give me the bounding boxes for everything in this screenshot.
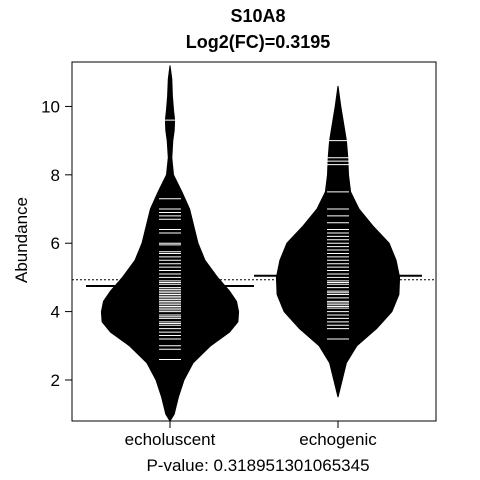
x-tick-label-echoluscent: echoluscent <box>125 430 216 449</box>
y-tick-label-2: 2 <box>51 371 60 390</box>
x-tick-label-echogenic: echogenic <box>299 430 377 449</box>
y-axis-label: Abundance <box>12 197 31 283</box>
plot-layer <box>72 65 436 422</box>
chart-title: S10A8 <box>230 6 285 26</box>
y-tick-label-6: 6 <box>51 234 60 253</box>
y-tick-label-10: 10 <box>41 97 60 116</box>
bean-echogenic <box>275 85 401 398</box>
y-tick-label-4: 4 <box>51 303 60 322</box>
chart-subtitle: Log2(FC)=0.3195 <box>186 32 331 52</box>
y-tick-label-8: 8 <box>51 166 60 185</box>
p-value-text: P-value: 0.318951301065345 <box>146 456 369 475</box>
axis-layer: echoluscent echogenic 2 4 6 8 10 <box>41 61 437 449</box>
plot-frame <box>71 61 437 422</box>
